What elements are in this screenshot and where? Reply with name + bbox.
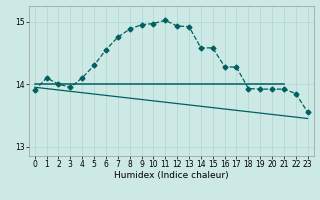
X-axis label: Humidex (Indice chaleur): Humidex (Indice chaleur) xyxy=(114,171,228,180)
